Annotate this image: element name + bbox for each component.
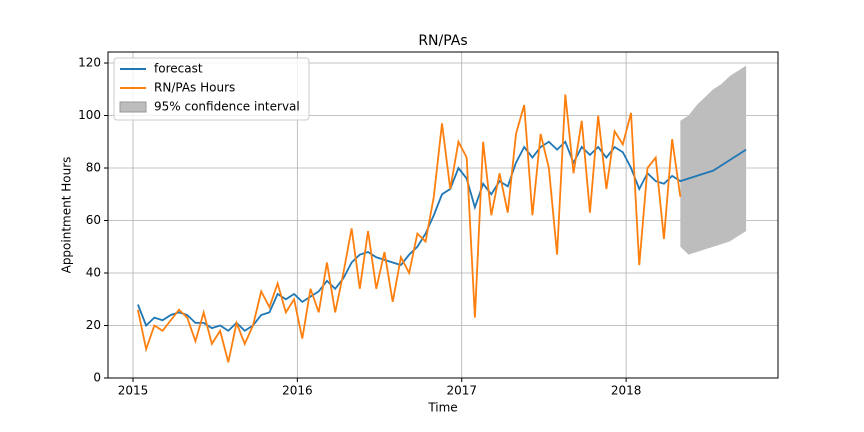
legend-label: forecast bbox=[154, 62, 203, 76]
legend-box bbox=[113, 57, 310, 121]
x-axis-label: Time bbox=[427, 401, 457, 415]
y-axis-label: Appointment Hours bbox=[60, 157, 74, 274]
y-tick-label: 120 bbox=[78, 56, 101, 70]
x-tick-label: 2016 bbox=[282, 384, 313, 398]
x-tick-label: 2018 bbox=[611, 384, 642, 398]
chart-title: RN/PAs bbox=[418, 33, 467, 49]
series-line bbox=[137, 140, 747, 332]
series-line bbox=[137, 94, 682, 363]
x-tick-label: 2015 bbox=[118, 384, 149, 398]
y-tick-label: 20 bbox=[86, 318, 101, 332]
x-tick-label: 2017 bbox=[446, 384, 477, 398]
legend-swatch bbox=[119, 101, 147, 113]
y-tick-label: 40 bbox=[86, 266, 101, 280]
confidence-band bbox=[680, 65, 747, 255]
plot-frame bbox=[107, 51, 779, 379]
y-tick-label: 80 bbox=[86, 161, 101, 175]
y-tick-label: 100 bbox=[78, 108, 101, 122]
y-tick-label: 60 bbox=[86, 213, 101, 227]
legend-label: RN/PAs Hours bbox=[154, 81, 235, 95]
y-tick-label: 0 bbox=[93, 371, 101, 385]
legend-label: 95% confidence interval bbox=[154, 100, 300, 114]
